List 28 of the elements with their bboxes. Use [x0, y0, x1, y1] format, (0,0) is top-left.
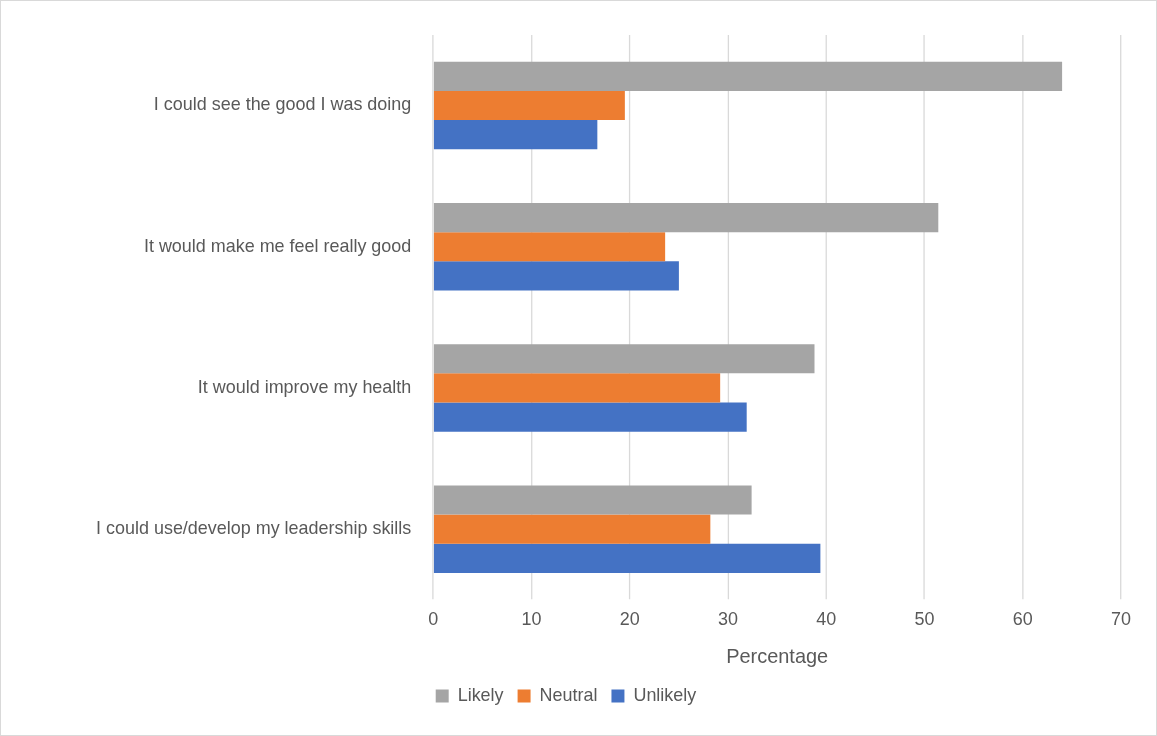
bar — [433, 514, 711, 544]
bar — [433, 543, 821, 573]
x-tick-label: 60 — [1012, 609, 1033, 630]
x-tick-label: 40 — [816, 609, 837, 630]
y-tick-label: I could use/develop my leadership skills — [96, 518, 412, 539]
bar — [433, 344, 815, 374]
x-tick-label: 30 — [718, 609, 739, 630]
bar — [433, 485, 752, 515]
bar — [433, 261, 679, 291]
y-tick-label: It would make me feel really good — [143, 235, 412, 256]
bar — [433, 232, 666, 262]
bar — [433, 373, 721, 403]
x-tick-label: 20 — [619, 609, 640, 630]
x-tick-label: 70 — [1111, 609, 1132, 630]
bar — [433, 90, 625, 121]
y-tick-label: I could see the good I was doing — [153, 94, 412, 115]
legend-label: Neutral — [539, 685, 598, 706]
x-tick-label: 50 — [914, 609, 935, 630]
bar — [433, 120, 598, 150]
legend-label: Unlikely — [633, 685, 697, 706]
bar — [433, 402, 747, 432]
x-tick-label: 10 — [521, 609, 542, 630]
x-axis-title: Percentage — [726, 644, 829, 667]
y-tick-label: It would improve my health — [197, 376, 412, 397]
bar — [433, 202, 939, 233]
bar — [433, 61, 1063, 91]
legend-label: Likely — [457, 685, 504, 706]
x-tick-label: 0 — [428, 609, 439, 630]
